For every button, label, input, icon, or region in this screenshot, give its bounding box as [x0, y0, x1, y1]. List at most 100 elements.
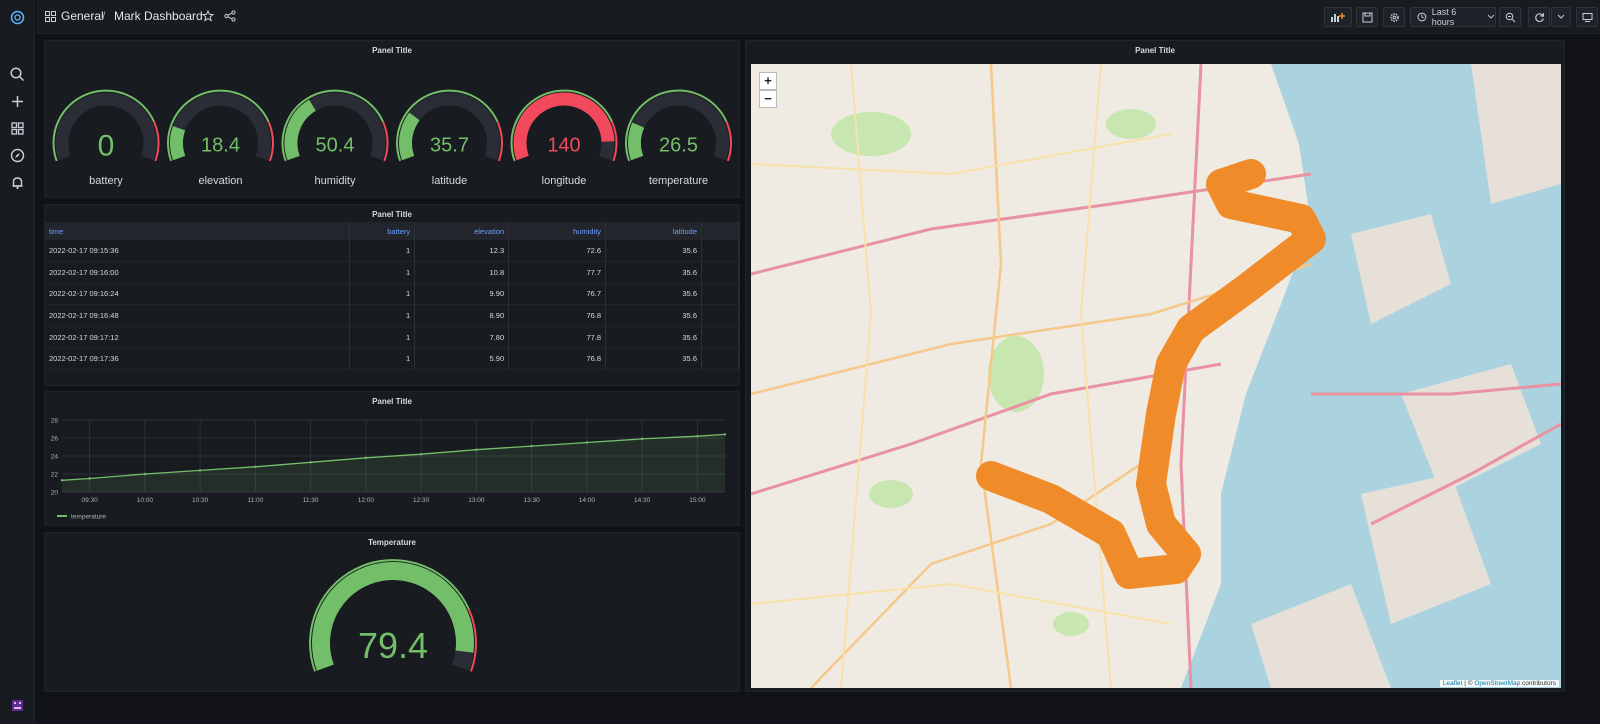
temperature-chart[interactable]: 20 22 24 26 28 09:30 10:00 10:30 11:00 11:30 12:00… [45, 392, 739, 525]
data-point [254, 465, 257, 468]
table-cell: 1 [349, 347, 416, 371]
table-cell: 76.8 [508, 347, 607, 371]
table-cell: 12.3 [414, 240, 510, 263]
gauge-threshold-green [52, 89, 155, 162]
table-row: 2022-02-17 09:16:24 1 9.90 76.7 35.6 [45, 283, 739, 306]
gauge-value: 35.7 [430, 134, 469, 156]
major-road [979, 64, 1013, 688]
y-tick-label: 22 [51, 471, 59, 478]
table-row: 2022-02-17 09:16:48 1 8.90 76.8 35.6 [45, 304, 739, 327]
expressway-road [751, 362, 1222, 496]
land-area [1471, 64, 1561, 204]
tv-mode-button[interactable] [1576, 7, 1598, 27]
temperature-gauge: 79.4 [309, 559, 477, 672]
table-cell: 35.6 [605, 240, 702, 263]
gauge-fill [628, 122, 645, 161]
gauge-threshold-red [382, 121, 389, 162]
column-header-humidity[interactable]: humidity [508, 222, 607, 240]
gauge-track [55, 92, 157, 161]
gauge-label: longitude [541, 175, 587, 187]
table-cell: 77.8 [508, 326, 607, 349]
gauge-threshold-green [510, 89, 613, 162]
gauge-label: elevation [198, 175, 243, 187]
gauge-value: 50.4 [316, 134, 355, 156]
data-point [88, 477, 91, 480]
column-header-battery[interactable]: battery [349, 222, 416, 240]
y-tick-label: 28 [51, 417, 59, 424]
expressway-road [1370, 422, 1561, 526]
table-cell: 2022-02-17 09:17:12 [45, 326, 351, 349]
top-navbar: General / Mark Dashboard Last 6 hours [36, 0, 1600, 34]
chevron-down-icon [1487, 14, 1495, 19]
data-point [585, 441, 589, 444]
data-point [530, 444, 533, 448]
table-cell: 1 [349, 261, 416, 284]
breadcrumb-dashboard[interactable]: Mark Dashboard [114, 9, 203, 23]
table-cell: 1 [349, 304, 416, 327]
table-cell: 35.6 [605, 326, 702, 349]
gauge-label: temperature [648, 175, 709, 187]
panel-title[interactable]: Temperature [368, 538, 416, 547]
map-view[interactable]: + − Leaflet | © OpenStreetMap contributo… [751, 64, 1561, 688]
gauge-threshold-red [611, 121, 618, 162]
table-cell: 77.7 [508, 261, 607, 284]
x-tick-label: 13:30 [523, 497, 540, 504]
zoom-out-button[interactable]: − [759, 90, 777, 108]
zoom-out-time-button[interactable] [1499, 7, 1521, 27]
compass-icon[interactable] [9, 147, 26, 164]
table-panel: Panel Title time battery elevation humid… [44, 204, 740, 386]
x-tick-label: 09:30 [81, 497, 98, 504]
breadcrumb-folder[interactable]: General [61, 9, 104, 23]
table-cell: 35.6 [605, 283, 702, 306]
grafana-logo-icon[interactable] [9, 9, 26, 26]
gauge-threshold-red [725, 121, 732, 162]
expressway-road [1179, 64, 1203, 688]
time-range-picker[interactable]: Last 6 hours [1410, 7, 1496, 27]
panel-title[interactable]: Panel Title [1135, 46, 1175, 55]
column-header-time[interactable]: time [45, 222, 351, 240]
panel-title[interactable]: Panel Title [372, 210, 412, 219]
y-tick-label: 24 [51, 453, 59, 460]
table-cell: 35.6 [605, 261, 702, 284]
save-icon [1362, 12, 1372, 22]
table-cell: 2022-02-17 09:15:36 [45, 240, 351, 263]
bell-icon[interactable] [9, 174, 26, 191]
zoom-in-button[interactable]: + [759, 72, 777, 90]
table-cell [701, 326, 739, 349]
chevron-down-icon [1557, 14, 1565, 19]
data-point [198, 469, 202, 472]
table-cell [701, 304, 739, 327]
refresh-button[interactable] [1528, 7, 1550, 27]
map-panel: Panel Title [745, 40, 1565, 692]
search-icon[interactable] [9, 66, 26, 83]
clock-icon [1417, 12, 1427, 22]
table-row: 2022-02-17 09:15:36 1 12.3 72.6 35.6 [45, 240, 739, 263]
share-icon[interactable] [224, 10, 236, 22]
user-avatar-icon[interactable] [9, 697, 26, 714]
panel-title[interactable]: Panel Title [372, 46, 412, 55]
add-panel-button[interactable] [1324, 7, 1352, 27]
legend-label[interactable]: temperature [71, 514, 106, 521]
y-tick-label: 20 [51, 489, 59, 496]
column-header-elevation[interactable]: elevation [414, 222, 510, 240]
column-header-latitude[interactable]: latitude [605, 222, 702, 240]
leaflet-link[interactable]: Leaflet [1442, 680, 1463, 687]
time-range-label: Last 6 hours [1431, 7, 1457, 27]
save-dashboard-button[interactable] [1356, 7, 1378, 27]
gauge-label: latitude [431, 175, 468, 187]
osm-link[interactable]: OpenStreetMap [1474, 680, 1521, 687]
dashboards-icon [45, 11, 56, 22]
data-point [475, 448, 478, 451]
x-tick-label: 13:00 [468, 497, 485, 504]
refresh-interval-dropdown[interactable] [1551, 7, 1571, 27]
panel-title[interactable]: Panel Title [372, 397, 412, 406]
land-area [1251, 584, 1391, 688]
data-point [364, 456, 368, 459]
plus-icon[interactable] [9, 93, 26, 110]
dashboards-icon[interactable] [9, 120, 26, 137]
park-area [1106, 109, 1156, 139]
settings-button[interactable] [1383, 7, 1405, 27]
star-icon[interactable] [202, 10, 214, 22]
minor-road [751, 582, 1172, 625]
gauge-threshold-red [467, 608, 477, 672]
